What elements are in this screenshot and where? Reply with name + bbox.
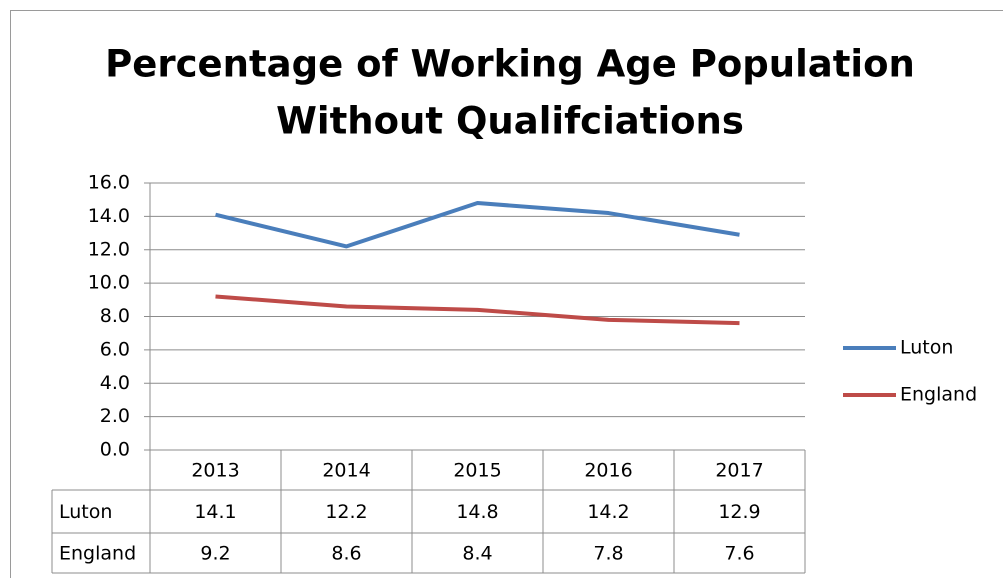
x-tick-label: 2016 <box>584 460 632 482</box>
table-row-label: Luton <box>59 501 112 523</box>
table-cell: 14.8 <box>456 501 498 523</box>
table-cell: 12.2 <box>325 501 367 523</box>
table-cell: 14.2 <box>587 501 629 523</box>
legend-label: Luton <box>900 337 953 359</box>
table-cell: 12.9 <box>718 501 760 523</box>
y-tick-label: 2.0 <box>100 405 130 427</box>
x-tick-label: 2013 <box>191 460 239 482</box>
line-series <box>215 294 740 326</box>
y-tick-label: 0.0 <box>100 439 130 461</box>
table-cell: 9.2 <box>200 543 230 565</box>
x-tick-label: 2017 <box>715 460 763 482</box>
table-cell: 14.1 <box>194 501 236 523</box>
table-cell: 7.8 <box>593 543 623 565</box>
y-tick-label: 14.0 <box>88 205 130 227</box>
x-tick-label: 2014 <box>322 460 370 482</box>
table-cell: 7.6 <box>724 543 754 565</box>
chart-title: Without Qualifciations <box>276 100 744 143</box>
table-cell: 8.4 <box>462 543 492 565</box>
y-tick-label: 16.0 <box>88 172 130 194</box>
x-tick-label: 2015 <box>453 460 501 482</box>
table-cell: 8.6 <box>331 543 361 565</box>
line-series <box>215 201 740 249</box>
y-tick-label: 12.0 <box>88 238 130 260</box>
y-tick-label: 8.0 <box>100 305 130 327</box>
y-tick-label: 10.0 <box>88 272 130 294</box>
chart-title: Percentage of Working Age Population <box>105 43 915 86</box>
chart-border <box>10 10 1003 578</box>
table-row-label: England <box>59 543 136 565</box>
legend-label: England <box>900 384 977 406</box>
y-tick-label: 6.0 <box>100 338 130 360</box>
y-tick-label: 4.0 <box>100 372 130 394</box>
